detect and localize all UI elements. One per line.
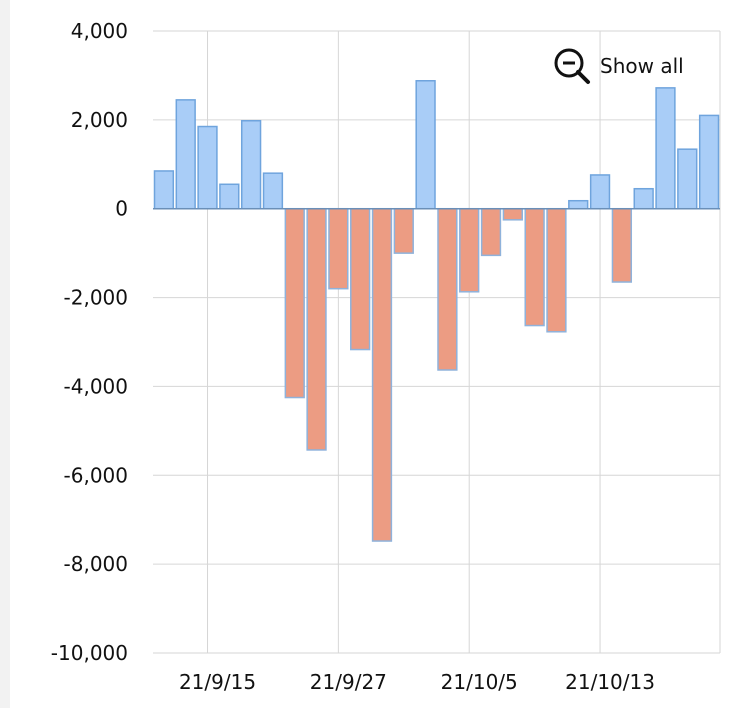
bar: [480, 207, 502, 257]
bar: [350, 207, 371, 351]
bar: [415, 80, 436, 210]
bar: [633, 187, 654, 210]
bar: [284, 207, 305, 399]
x-axis-labels: 21/9/15 21/9/27 21/10/5 21/10/13: [179, 670, 655, 694]
y-tick-label: -4,000: [64, 374, 128, 398]
left-edge-strip: [0, 0, 10, 708]
bar: [698, 114, 720, 210]
bar: [306, 207, 327, 451]
show-all-label: Show all: [600, 54, 684, 78]
bar: [175, 99, 196, 210]
bar: [437, 207, 458, 371]
bar: [393, 207, 414, 254]
bar: [655, 87, 676, 210]
x-tick-label: 21/10/5: [441, 670, 518, 694]
y-tick-label: -6,000: [64, 463, 128, 487]
bar: [589, 174, 611, 210]
chart-grid: [153, 30, 721, 654]
x-tick-label: 21/9/15: [179, 670, 256, 694]
bar: [197, 125, 218, 210]
bar: [371, 207, 393, 542]
y-tick-label: -10,000: [51, 641, 128, 665]
y-tick-label: -2,000: [64, 286, 128, 310]
y-tick-label: 0: [115, 197, 128, 221]
bar: [568, 199, 589, 210]
y-tick-label: 2,000: [71, 108, 128, 132]
bar: [262, 172, 284, 210]
bar: [328, 207, 349, 290]
x-tick-label: 21/10/13: [565, 670, 655, 694]
bar: [524, 207, 545, 327]
bar: [459, 207, 480, 293]
y-tick-label: -8,000: [64, 552, 128, 576]
chart-bars: [153, 80, 720, 542]
bar: [240, 119, 262, 210]
bar: [153, 170, 175, 210]
show-all-button[interactable]: Show all: [552, 46, 684, 86]
bar: [611, 207, 633, 283]
y-axis-labels: 4,000 2,000 0 -2,000 -4,000 -6,000 -8,000 -10,0…: [51, 19, 128, 665]
x-tick-label: 21/9/27: [310, 670, 387, 694]
bar: [502, 207, 523, 221]
y-tick-label: 4,000: [71, 19, 128, 43]
bar: [546, 207, 567, 333]
bar: [219, 183, 240, 210]
bar: [677, 148, 698, 210]
zoom-out-icon: [554, 48, 590, 84]
